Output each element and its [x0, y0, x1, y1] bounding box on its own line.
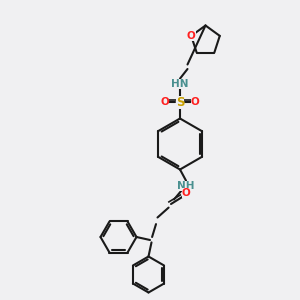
Text: S: S [176, 95, 184, 109]
Text: O: O [182, 188, 190, 199]
Text: O: O [160, 97, 169, 107]
Text: O: O [187, 31, 196, 41]
Text: O: O [190, 97, 200, 107]
Text: HN: HN [171, 79, 189, 89]
Text: NH: NH [177, 181, 195, 191]
